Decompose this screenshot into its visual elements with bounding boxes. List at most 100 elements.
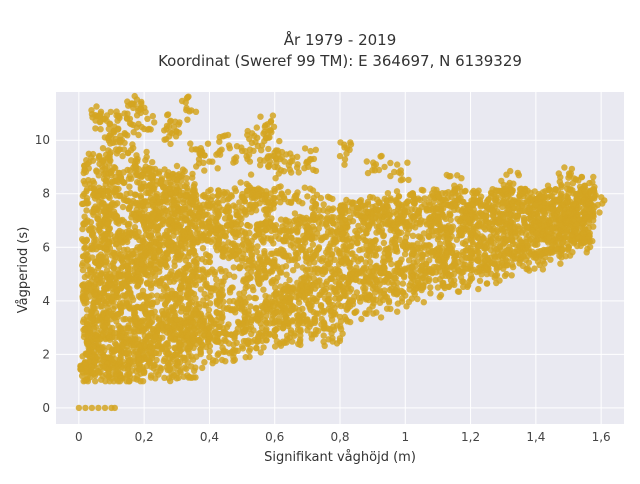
data-point-fill: [257, 320, 263, 326]
data-point-fill: [124, 132, 130, 138]
data-point-fill: [300, 264, 306, 270]
data-point-fill: [312, 315, 318, 321]
data-point-fill: [396, 193, 402, 199]
data-point-fill: [276, 315, 282, 321]
data-point-fill: [295, 326, 301, 332]
data-point-fill: [400, 280, 406, 286]
data-point-fill: [393, 275, 399, 281]
data-point-fill: [337, 258, 343, 264]
data-point-fill: [503, 271, 509, 277]
data-point-fill: [504, 221, 510, 227]
data-point-fill: [310, 295, 316, 301]
data-point-fill: [287, 159, 293, 165]
data-point-fill: [363, 228, 369, 234]
data-point-fill: [100, 145, 106, 151]
data-point-fill: [241, 314, 247, 320]
data-point-fill: [200, 245, 206, 251]
data-point-fill: [284, 319, 290, 325]
data-point-fill: [217, 324, 223, 330]
data-point-fill: [220, 197, 226, 203]
data-point-fill: [265, 146, 271, 152]
data-point-fill: [218, 147, 224, 153]
data-point-fill: [539, 251, 545, 257]
data-point-fill: [230, 240, 236, 246]
data-point-fill: [410, 233, 416, 239]
data-point-fill: [242, 247, 248, 253]
data-point-fill: [198, 286, 204, 292]
data-point-fill: [399, 216, 405, 222]
data-point-fill: [372, 263, 378, 269]
data-point-fill: [309, 236, 315, 242]
data-point-fill: [475, 286, 481, 292]
data-point-fill: [234, 221, 240, 227]
data-point-fill: [587, 230, 593, 236]
data-point-fill: [184, 117, 190, 123]
data-point-fill: [347, 319, 353, 325]
data-point-fill: [247, 257, 253, 263]
data-point-fill: [581, 205, 587, 211]
data-point-fill: [382, 277, 388, 283]
data-point-fill: [237, 179, 243, 185]
data-point-fill: [419, 275, 425, 281]
data-point-fill: [253, 192, 259, 198]
data-point-fill: [391, 228, 397, 234]
data-point-fill: [405, 198, 411, 204]
data-point-fill: [264, 208, 270, 214]
data-point-fill: [248, 209, 254, 215]
data-point-fill: [389, 237, 395, 243]
data-point-fill: [527, 206, 533, 212]
data-point-fill: [314, 265, 320, 271]
data-point-fill: [464, 284, 470, 290]
data-point-fill: [548, 204, 554, 210]
data-point-fill: [278, 246, 284, 252]
data-point-fill: [370, 295, 376, 301]
data-point-fill: [404, 160, 410, 166]
data-point-fill: [511, 212, 517, 218]
data-point-fill: [265, 164, 271, 170]
data-point-fill: [532, 188, 538, 194]
data-point-fill: [558, 222, 564, 228]
data-point-fill: [299, 215, 305, 221]
data-point-fill: [106, 344, 112, 350]
data-point-fill: [515, 223, 521, 229]
data-point-fill: [232, 330, 238, 336]
data-point-fill: [387, 306, 393, 312]
data-point-fill: [323, 221, 329, 227]
data-point-fill: [336, 214, 342, 220]
data-point-fill: [356, 199, 362, 205]
data-point-fill: [399, 176, 405, 182]
data-point-fill: [563, 229, 569, 235]
data-point-fill: [252, 201, 258, 207]
data-point-fill: [494, 272, 500, 278]
data-point-fill: [86, 283, 92, 289]
data-point-fill: [473, 189, 479, 195]
data-point-fill: [132, 224, 138, 230]
data-point-fill: [525, 245, 531, 251]
data-point-fill: [545, 235, 551, 241]
data-point-fill: [511, 249, 517, 255]
data-point-fill: [221, 189, 227, 195]
data-point-fill: [441, 224, 447, 230]
data-point-fill: [344, 237, 350, 243]
data-point-fill: [151, 119, 157, 125]
data-point-fill: [346, 264, 352, 270]
data-point-fill: [200, 160, 206, 166]
data-point-fill: [231, 264, 237, 270]
data-point-fill: [199, 365, 205, 371]
data-point-fill: [521, 208, 527, 214]
data-point-fill: [360, 285, 366, 291]
data-point-fill: [373, 237, 379, 243]
data-point-fill: [322, 266, 328, 272]
data-point-fill: [365, 170, 371, 176]
data-point-fill: [217, 233, 223, 239]
data-point-fill: [183, 99, 189, 105]
data-point-fill: [523, 266, 529, 272]
data-point-fill: [215, 165, 221, 171]
data-point-fill: [381, 240, 387, 246]
data-point-fill: [183, 264, 189, 270]
data-point-fill: [376, 245, 382, 251]
data-point-fill: [138, 99, 144, 105]
data-point-fill: [498, 178, 504, 184]
data-point-fill: [394, 200, 400, 206]
data-point-fill: [236, 291, 242, 297]
